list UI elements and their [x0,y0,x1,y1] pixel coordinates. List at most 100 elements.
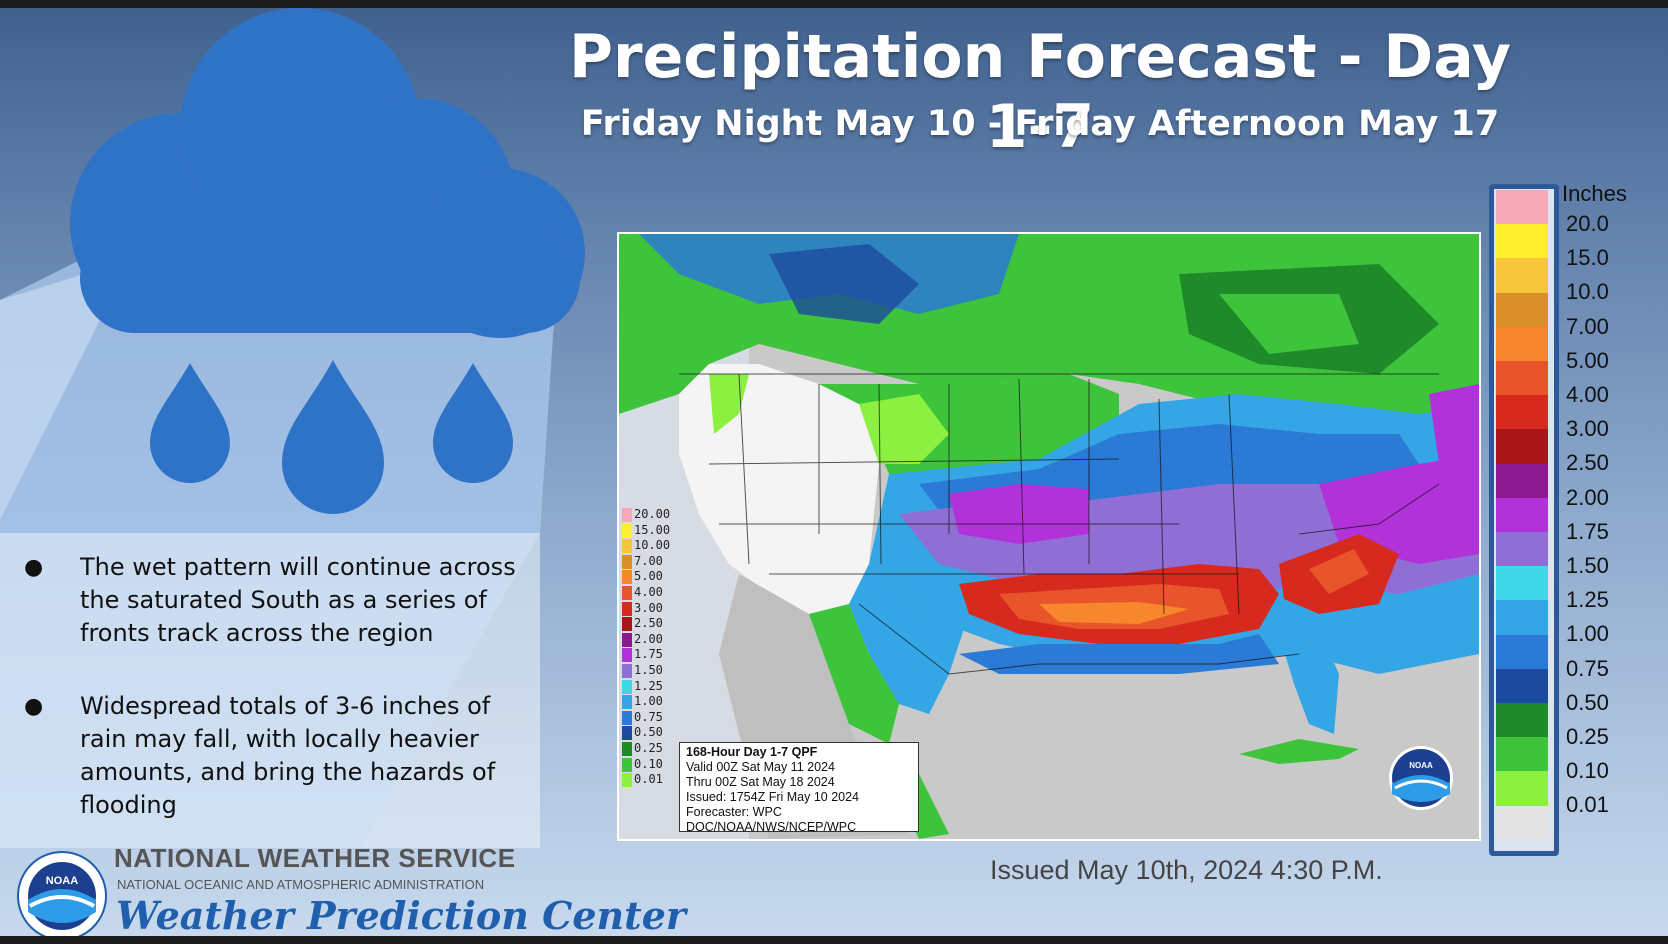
legend-label: 20.0 [1566,211,1609,236]
inset-legend-label: 1.25 [634,678,663,693]
agency-name: NATIONAL WEATHER SERVICE [114,843,516,873]
info-line: Valid 00Z Sat May 11 2024 [686,760,835,774]
noaa-full-name: NATIONAL OCEANIC AND ATMOSPHERIC ADMINIS… [117,877,485,892]
top-border [0,0,1668,8]
inset-legend-label: 2.50 [634,616,663,631]
legend-label: 1.75 [1566,518,1609,544]
legend-swatch [1496,634,1548,669]
inset-legend-label: 10.00 [634,538,671,553]
issued-timestamp: Issued May 10th, 2024 4:30 P.M. [990,855,1383,885]
inset-legend-swatch [622,773,632,788]
inset-legend-swatch [622,757,632,772]
inset-legend-swatch [622,617,632,632]
inset-legend-swatch [622,741,632,756]
noaa-logo-icon: NOAA [17,851,107,941]
inset-legend-swatch [622,726,632,741]
bullet-text: Widespread totals of 3-6 inches of rain … [80,692,496,819]
info-line: 168-Hour Day 1-7 QPF [686,745,818,759]
legend-label: 1.00 [1566,621,1609,647]
inset-legend-row: 15.00 [622,523,682,539]
precipitation-map: 20.00 15.00 10.00 7.00 5.00 4.00 3.00 2.… [617,232,1481,841]
inset-legend-swatch [622,554,632,569]
legend-swatch [1496,429,1548,464]
inset-legend-row: 1.50 [622,663,682,679]
inset-legend-row: 1.25 [622,679,682,695]
center-name: Weather Prediction Center [116,893,686,938]
legend-label: 0.75 [1566,655,1609,681]
inset-legend-row: 0.10 [622,757,682,773]
noaa-map-logo-text: NOAA [1409,761,1433,770]
inset-legend-swatch [622,679,632,694]
legend-swatch [1496,668,1548,703]
rain-cloud-icon [70,8,585,514]
legend-label: 4.00 [1566,382,1609,407]
legend-swatch [1496,737,1548,772]
legend-label: 5.00 [1566,347,1609,373]
inset-legend-label: 2.00 [634,631,663,646]
inset-legend-row: 10.00 [622,538,682,554]
inset-legend-row: 5.00 [622,569,682,585]
inset-legend-row: 0.01 [622,772,682,788]
inset-legend-label: 7.00 [634,553,663,568]
legend-swatch [1496,361,1548,396]
inset-legend-label: 4.00 [634,584,663,599]
inset-legend-swatch [622,539,632,554]
inset-legend-swatch [622,585,632,600]
legend-swatch [1496,224,1548,259]
legend-swatch [1496,566,1548,601]
inset-legend-row: 0.75 [622,710,682,726]
info-line: Thru 00Z Sat May 18 2024 [686,775,835,789]
bullet-text: The wet pattern will continue across the… [80,553,516,647]
qpf-map-graphic [619,234,1479,839]
inset-legend-label: 1.50 [634,662,663,677]
page-title: Precipitation Forecast - Day 1-7 [569,22,1511,162]
inset-legend-label: 0.01 [634,772,663,787]
inset-legend-row: 4.00 [622,585,682,601]
inset-legend-label: 3.00 [634,600,663,615]
inset-legend-label: 15.00 [634,522,671,537]
inset-legend-row: 1.00 [622,694,682,710]
legend-label: 10.0 [1566,279,1609,305]
page-subtitle: Friday Night May 10 - Friday Afternoon M… [580,104,1500,144]
legend-label: 3.00 [1566,416,1609,442]
legend-swatch [1496,258,1548,293]
legend-label: 7.00 [1566,313,1609,339]
inset-legend-label: 5.00 [634,569,663,584]
info-line: DOC/NOAA/NWS/NCEP/WPC [686,820,857,834]
bottom-border [0,936,1668,944]
inset-legend-label: 0.50 [634,725,663,740]
inset-legend-swatch [622,710,632,725]
bullet-dot: ● [24,555,44,580]
legend-label: 2.50 [1566,450,1609,476]
inset-legend-label: 1.75 [634,647,663,662]
inset-legend-row: 2.50 [622,616,682,632]
inset-legend-swatch [622,523,632,538]
qpf-info-box: 168-Hour Day 1-7 QPF Valid 00Z Sat May 1… [679,742,919,834]
inset-legend-swatch [622,695,632,710]
inset-legend-label: 0.75 [634,709,663,724]
legend-label: 1.25 [1566,587,1609,613]
bullets-panel [0,533,540,848]
info-line: Forecaster: WPC [686,805,782,819]
legend-swatch [1496,395,1548,430]
inset-legend-swatch [622,632,632,647]
noaa-logo-text: NOAA [46,875,78,887]
legend-label: 0.01 [1566,792,1609,818]
legend-label: 2.00 [1566,484,1609,510]
inset-legend-label: 0.25 [634,740,663,755]
inset-legend-row: 2.00 [622,632,682,648]
inset-legend-label: 0.10 [634,756,663,771]
inset-legend-label: 20.00 [634,507,671,521]
legend-swatch [1496,292,1548,327]
inset-legend-swatch [622,663,632,678]
inset-legend-row: 7.00 [622,554,682,570]
bullet-dot: ● [24,694,44,719]
legend-label: 0.50 [1566,689,1609,715]
legend-swatch [1496,463,1548,498]
legend-swatch [1496,771,1548,806]
inset-legend-swatch [622,570,632,585]
legend-swatch [1496,600,1548,635]
legend-swatch [1496,805,1548,840]
inset-legend-row: 0.25 [622,741,682,757]
legend-swatch [1496,532,1548,567]
